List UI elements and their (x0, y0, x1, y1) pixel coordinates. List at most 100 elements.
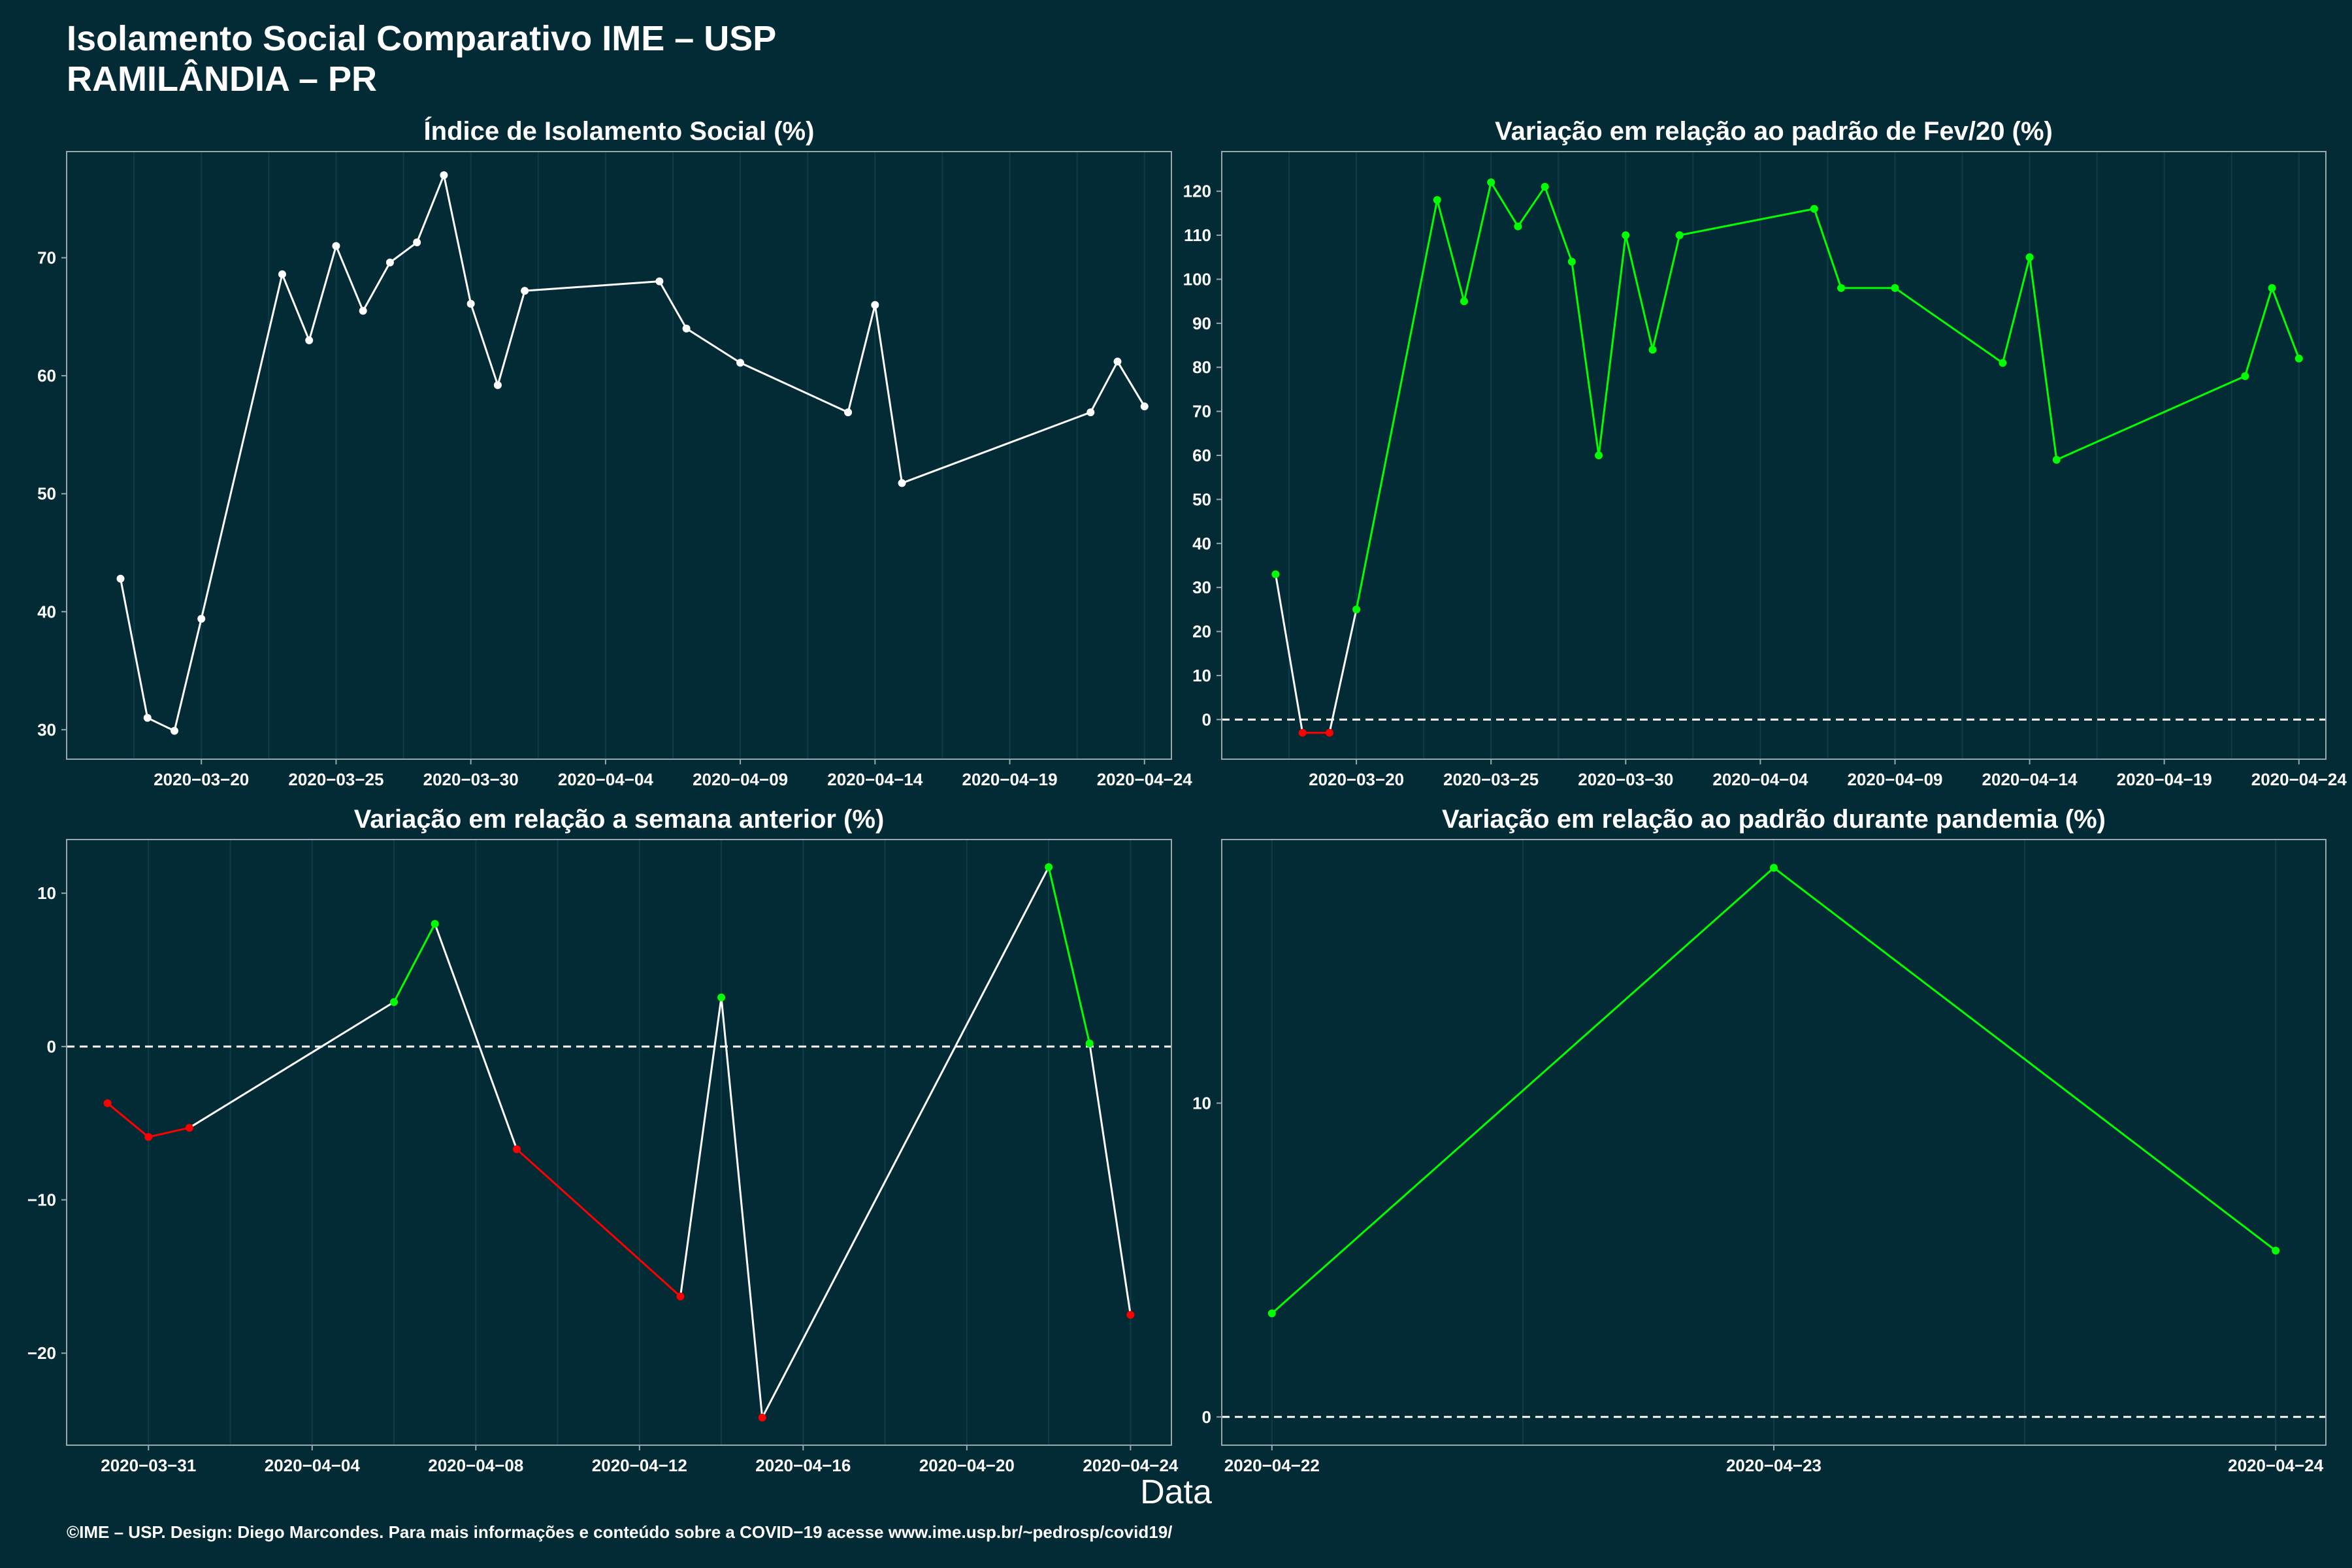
x-tick-label: 2020−04−19 (2117, 770, 2212, 789)
data-point (1675, 231, 1684, 240)
y-tick-label: 60 (37, 366, 56, 385)
y-tick-label: 80 (1192, 357, 1211, 377)
data-point (844, 408, 853, 417)
series-segment (1773, 867, 2277, 1252)
x-tick-label: 2020−04−22 (1224, 1456, 1320, 1475)
data-point (521, 287, 529, 295)
chart-main-title: Isolamento Social Comparativo IME – USP … (67, 18, 776, 99)
series-segment (416, 174, 445, 243)
title-line-2: RAMILÂNDIA – PR (67, 59, 378, 99)
data-point (655, 277, 664, 286)
data-point (2052, 455, 2061, 464)
data-point (1648, 346, 1657, 354)
x-tick-label: 2020−04−04 (1712, 770, 1808, 789)
data-point (1810, 204, 1818, 213)
x-tick-label: 2020−03−31 (101, 1456, 196, 1475)
y-tick-label: 100 (1183, 269, 1211, 289)
y-tick-label: −20 (27, 1343, 56, 1363)
data-point (1595, 451, 1603, 459)
series-segment (1652, 235, 1681, 350)
data-point (1837, 284, 1846, 292)
data-point (1140, 402, 1149, 411)
y-tick-label: 10 (1192, 1093, 1211, 1113)
x-tick-label: 2020−04−14 (827, 770, 923, 789)
data-point (390, 998, 399, 1006)
data-point (116, 574, 125, 583)
series-segment (1624, 235, 1654, 350)
x-tick-label: 2020−04−12 (592, 1456, 687, 1475)
data-point (1298, 728, 1307, 737)
y-tick-label: 60 (1192, 446, 1211, 465)
series-segment (1274, 574, 1304, 733)
x-tick-label: 2020−04−24 (1097, 770, 1193, 789)
panel-border (66, 151, 1172, 760)
x-tick-label: 2020−03−20 (1309, 770, 1404, 789)
data-point (1622, 231, 1630, 240)
data-point (1514, 222, 1522, 231)
data-point (2025, 253, 2034, 261)
y-tick-label: 0 (47, 1037, 56, 1056)
data-point (1891, 284, 1899, 292)
data-point (197, 615, 206, 623)
data-point (1433, 196, 1441, 204)
series-segment (1047, 866, 1091, 1044)
y-tick-label: 30 (1192, 578, 1211, 597)
y-tick-label: 30 (37, 720, 56, 740)
data-point (332, 242, 340, 250)
y-tick-label: 110 (1184, 225, 1211, 245)
data-point (1999, 359, 2007, 367)
x-tick-label: 2020−04−24 (1083, 1456, 1179, 1475)
data-point (676, 1292, 685, 1301)
data-point (1085, 1039, 1094, 1048)
y-tick-label: 0 (1202, 710, 1211, 729)
x-tick-label: 2020−03−20 (154, 770, 249, 789)
series-segment (847, 304, 876, 413)
data-point (736, 359, 745, 367)
series-segment (685, 327, 741, 364)
x-tick-label: 2020−04−24 (2228, 1456, 2324, 1475)
y-tick-label: 120 (1183, 182, 1211, 201)
data-point (1267, 1309, 1276, 1318)
data-point (1086, 408, 1095, 417)
series-segment (335, 245, 365, 312)
x-tick-label: 2020−04−20 (919, 1456, 1015, 1475)
data-point (1045, 863, 1053, 872)
data-point (440, 171, 448, 180)
data-point (413, 238, 421, 247)
series-segment (106, 1102, 150, 1138)
series-segment (1544, 186, 1573, 262)
panel-title-1: Índice de Isolamento Social (%) (424, 116, 815, 146)
data-point (431, 920, 439, 928)
series-segment (2001, 257, 2031, 363)
series-segment (1813, 208, 1842, 289)
y-tick-label: 0 (1202, 1407, 1211, 1427)
data-point (170, 727, 178, 735)
footer-credit: ©IME – USP. Design: Diego Marcondes. Par… (67, 1522, 1173, 1542)
series-segment (720, 997, 764, 1418)
series-segment (308, 246, 337, 341)
series-segment (1517, 186, 1546, 227)
data-point (278, 270, 286, 278)
title-line-1: Isolamento Social Comparativo IME – USP (67, 19, 777, 58)
x-tick-label: 2020−04−04 (265, 1456, 361, 1475)
data-point (1460, 297, 1468, 306)
series-segment (1271, 867, 1774, 1315)
y-tick-label: 50 (1192, 489, 1211, 509)
series-segment (902, 411, 1091, 484)
x-axis-title: Data (1140, 1473, 1212, 1511)
y-tick-label: 90 (1192, 314, 1211, 333)
panel-title-4: Variação em relação ao padrão durante pa… (1442, 805, 2106, 834)
y-tick-label: 50 (37, 484, 56, 504)
y-tick-label: 10 (1192, 666, 1211, 685)
series-segment (1088, 1043, 1132, 1315)
series-segment (740, 361, 849, 414)
y-tick-label: 40 (1192, 534, 1211, 553)
x-tick-label: 2020−03−30 (423, 770, 519, 789)
data-point (466, 299, 475, 308)
series-segment (200, 274, 284, 619)
panel-title-2: Variação em relação ao padrão de Fev/20 … (1495, 117, 2053, 146)
data-point (1271, 570, 1280, 578)
data-point (185, 1124, 193, 1132)
x-tick-label: 2020−04−08 (428, 1456, 523, 1475)
data-point (2295, 354, 2303, 363)
